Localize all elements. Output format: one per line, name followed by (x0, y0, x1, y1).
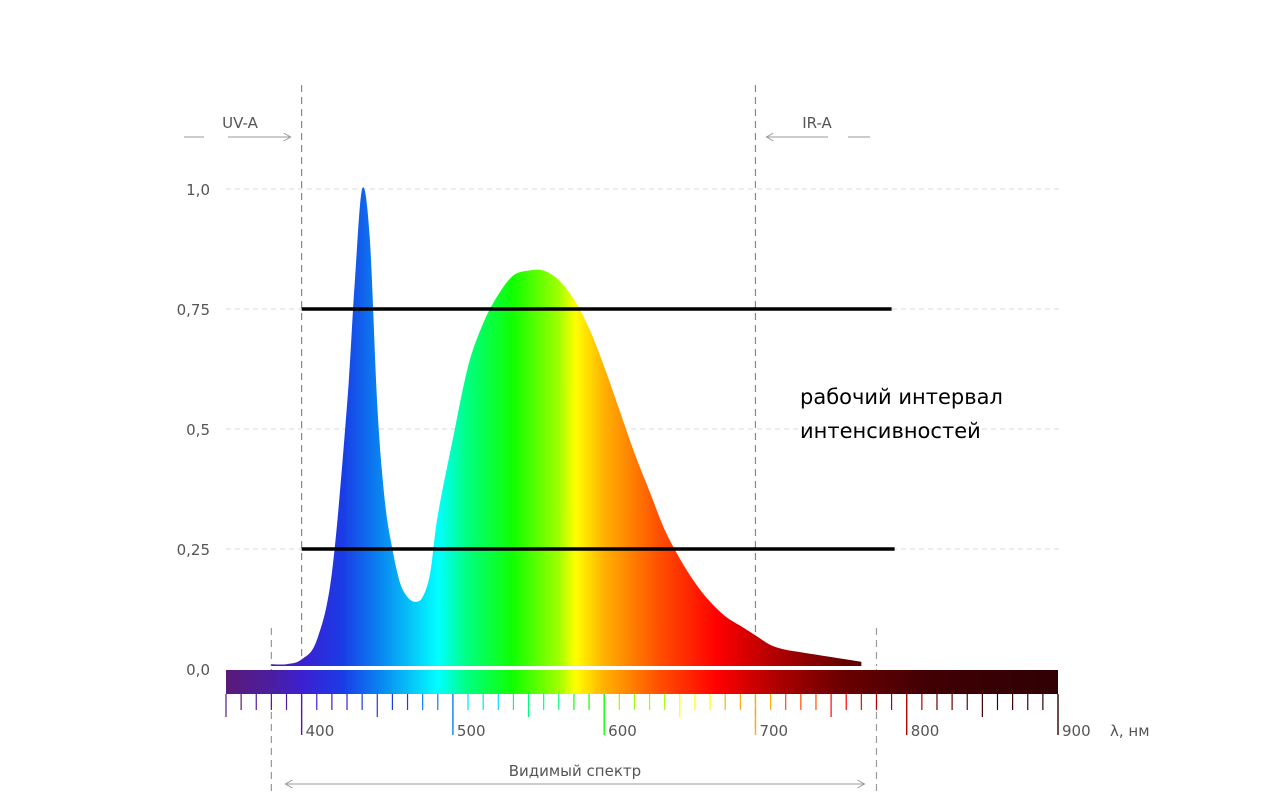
annotation-line-2: интенсивностей (800, 419, 981, 443)
y-tick-label: 0,25 (177, 541, 210, 559)
x-tick-label: 900 (1062, 722, 1091, 740)
y-tick-label: 0,0 (186, 661, 210, 679)
x-tick-label: 400 (306, 722, 335, 740)
ir-arrow-head (765, 132, 774, 142)
x-axis-label: λ, нм (1110, 722, 1150, 740)
x-tick-label: 700 (759, 722, 788, 740)
uv-a-label: UV-A (222, 114, 258, 132)
visible-spectrum-label: Видимый спектр (509, 762, 641, 780)
y-tick-label: 1,0 (186, 181, 210, 199)
annotation-text: рабочий интервал интенсивностей (800, 380, 1100, 448)
x-tick-label: 600 (608, 722, 637, 740)
spectrum-curve (271, 187, 862, 669)
spectrum-bar (226, 670, 1058, 694)
y-tick-label: 0,75 (177, 301, 210, 319)
baseline-white (226, 666, 1058, 669)
x-tick-label: 800 (911, 722, 940, 740)
annotation-line-1: рабочий интервал (800, 385, 1003, 409)
visible-arrow-head-right (857, 779, 866, 789)
ir-a-label: IR-A (802, 114, 832, 132)
x-tick-label: 500 (457, 722, 486, 740)
uv-arrow-head (283, 132, 292, 142)
visible-arrow-head-left (284, 779, 293, 789)
y-tick-label: 0,5 (186, 421, 210, 439)
